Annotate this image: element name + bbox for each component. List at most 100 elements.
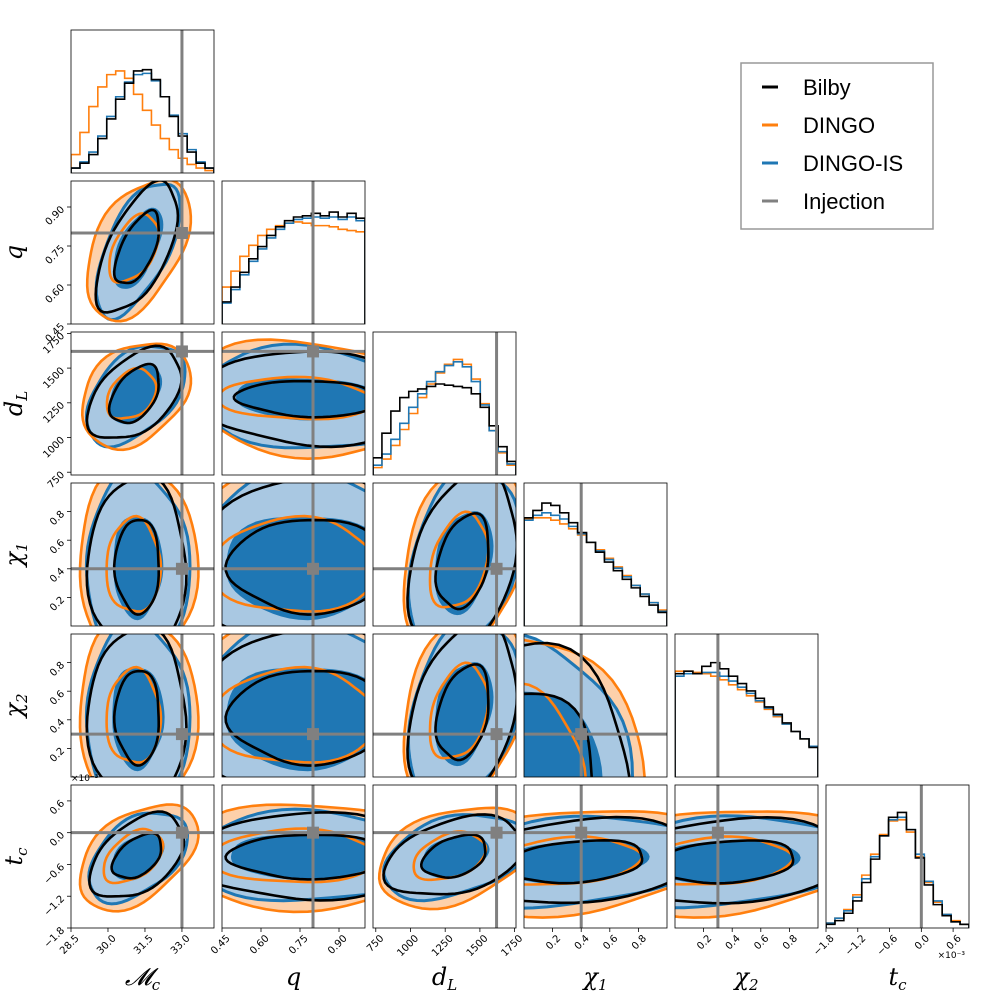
x-tick-label: 0.45 bbox=[209, 933, 233, 957]
bilby-90-contour bbox=[94, 181, 180, 314]
bilby-50-contour bbox=[524, 838, 644, 885]
panel-frame bbox=[523, 784, 668, 929]
y-tick-label: 750 bbox=[46, 470, 67, 491]
y-tick-label: 0.6 bbox=[48, 798, 67, 817]
dingo-90-contour bbox=[675, 810, 818, 919]
tc-offset-label: ×10⁻³ bbox=[938, 951, 966, 961]
bilby-50-contour bbox=[112, 669, 160, 767]
y-tick-label: 0.4 bbox=[48, 717, 67, 736]
panel-content bbox=[222, 181, 365, 324]
dingo-is-50-contour bbox=[675, 840, 801, 885]
x-axis-label-q: q bbox=[286, 963, 301, 991]
x-tick-label: 1000 bbox=[395, 933, 421, 959]
y-tick-label: 0.0 bbox=[48, 830, 67, 849]
x-tick-label: −1.8 bbox=[812, 933, 837, 958]
bilby-90-contour bbox=[85, 344, 183, 439]
panel-dL-dL bbox=[372, 331, 517, 476]
dingo-is-50-contour bbox=[422, 835, 490, 879]
bilby-90-contour bbox=[85, 634, 188, 777]
panel-frame bbox=[372, 331, 517, 476]
panel-content bbox=[675, 785, 818, 928]
bilby-90-contour bbox=[88, 810, 186, 898]
bilby-50-contour bbox=[524, 692, 594, 777]
panel-chi2-mc: 0.2 0.4 0.6 0.8 bbox=[48, 633, 215, 778]
bilby-50-contour bbox=[434, 663, 490, 762]
bilby-90-contour bbox=[406, 483, 516, 626]
y-tick-label: 0.6 bbox=[48, 689, 67, 708]
dingo-50-contour bbox=[428, 661, 490, 760]
dingo-90-contour bbox=[85, 181, 193, 323]
x-axis-label-chi1: χ1 bbox=[581, 963, 607, 994]
bilby-50-contour bbox=[224, 833, 365, 881]
panel-chi1-q bbox=[221, 482, 366, 627]
panel-content bbox=[71, 332, 214, 475]
y-tick-label: −1.2 bbox=[42, 894, 67, 919]
injection-marker bbox=[175, 345, 188, 358]
panel-content bbox=[71, 634, 214, 777]
dingo-90-contour bbox=[222, 338, 365, 461]
y-tick-label: 0.2 bbox=[48, 746, 67, 765]
dingo-90-contour bbox=[78, 634, 200, 777]
y-tick-label: 1000 bbox=[41, 435, 67, 461]
panel-frame bbox=[221, 180, 366, 325]
y-tick-label: 0.75 bbox=[44, 243, 68, 267]
y-tick-label: 0.4 bbox=[48, 566, 67, 585]
panel-content bbox=[222, 785, 365, 928]
injection-marker bbox=[175, 826, 188, 839]
y-tick-label: 0.90 bbox=[44, 204, 68, 228]
injection-marker bbox=[307, 826, 319, 839]
bilby-50-contour bbox=[675, 839, 795, 885]
x-axis-label-tc: tc bbox=[888, 963, 907, 994]
y-tick-label: 0.8 bbox=[48, 660, 67, 679]
panel-frame bbox=[523, 482, 668, 627]
x-tick-label: 0.6 bbox=[752, 933, 771, 952]
panel-frame bbox=[523, 633, 668, 778]
hist-chi1-dingo bbox=[524, 516, 667, 626]
x-tick-label: 0.4 bbox=[573, 933, 592, 952]
hist-chi1-dingo-is bbox=[524, 512, 667, 626]
panel-frame bbox=[70, 180, 215, 325]
panel-content bbox=[71, 30, 214, 173]
x-tick-label: 0.8 bbox=[630, 933, 649, 952]
hist-dL-dingo-is bbox=[373, 361, 516, 475]
injection-marker bbox=[575, 728, 588, 741]
x-tick-label: 0.6 bbox=[601, 933, 620, 952]
panel-tc-dL: 750 1000 1250 1500 1750 bbox=[365, 784, 525, 959]
hist-mc-dingo bbox=[71, 70, 214, 173]
y-tick-label: 0.6 bbox=[48, 538, 67, 557]
x-tick-label: −1.2 bbox=[843, 933, 868, 958]
injection-marker bbox=[490, 826, 503, 839]
y-axis-label-dL: dL bbox=[0, 391, 31, 416]
x-tick-label: 750 bbox=[365, 933, 386, 954]
y-tick-label: 0.2 bbox=[48, 595, 67, 614]
panel-frame bbox=[372, 482, 517, 627]
hist-tc-dingo bbox=[826, 818, 969, 928]
panel-frame bbox=[221, 784, 366, 929]
injection-marker bbox=[307, 345, 319, 358]
panel-tc-tc: −1.8 −1.2 −0.6 0.0 0.6 bbox=[812, 784, 970, 958]
bilby-50-contour bbox=[224, 518, 365, 616]
panel-content bbox=[71, 785, 214, 928]
x-tick-label: 1500 bbox=[465, 933, 491, 959]
injection-marker bbox=[307, 728, 319, 741]
bilby-50-contour bbox=[419, 833, 487, 880]
y-tick-label: 1500 bbox=[41, 365, 67, 391]
tc-offset-label-y: ×10⁻³ bbox=[71, 774, 99, 784]
x-tick-label: 1750 bbox=[499, 933, 525, 959]
hist-chi1-bilby bbox=[524, 502, 667, 626]
bilby-90-contour bbox=[85, 483, 188, 626]
y-axis-label-chi2: χ2 bbox=[0, 693, 31, 719]
bilby-90-contour bbox=[406, 634, 516, 777]
dingo-is-50-contour bbox=[524, 840, 650, 885]
x-tick-label: 0.6 bbox=[945, 933, 964, 952]
injection-marker bbox=[175, 227, 188, 239]
panel-chi2-q bbox=[221, 633, 366, 778]
injection-marker bbox=[711, 826, 724, 839]
panel-frame bbox=[70, 29, 215, 174]
panel-frame bbox=[674, 633, 819, 778]
panel-frame bbox=[70, 784, 215, 929]
panel-chi1-mc: 0.2 0.4 0.6 0.8 bbox=[48, 482, 215, 627]
bilby-50-contour bbox=[434, 512, 490, 611]
hist-q-dingo-is bbox=[222, 216, 365, 324]
